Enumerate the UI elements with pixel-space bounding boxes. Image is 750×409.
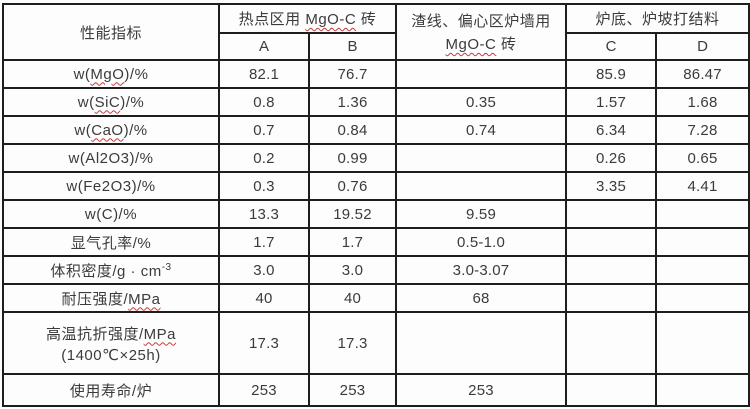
cell-value: 1.57 (565, 87, 657, 117)
row-label: w(Al2O3)/% (2, 143, 220, 173)
cell-value (654, 311, 750, 375)
cell-value (395, 59, 567, 89)
row-label: 体积密度/g · cm-3 (2, 255, 220, 285)
performance-table: 性能指标 热点区用 MgO-C 砖 渣线、偏心区炉墙用 MgO-C 砖 炉底、炉… (2, 3, 750, 407)
table-row: w(SiC)/% 0.8 1.36 0.35 1.57 1.68 (2, 87, 750, 117)
header-col-a: A (218, 32, 310, 61)
cell-value: 40 (308, 283, 397, 313)
cell-value: 0.65 (654, 143, 750, 173)
cell-value: 17.3 (308, 311, 397, 375)
cell-value: 253 (218, 373, 310, 407)
cell-value (395, 143, 567, 173)
table-row: 耐压强度/MPa 40 40 68 (2, 283, 750, 313)
cell-value: 0.26 (565, 143, 657, 173)
spellcheck-squiggle: MPa (128, 290, 161, 308)
header-col-b: B (308, 32, 397, 61)
header-col-d: D (654, 32, 750, 61)
table-row: 高温抗折强度/MPa (1400℃×25h) 17.3 17.3 (2, 311, 750, 375)
cell-value: 13.3 (218, 199, 310, 229)
cell-value: 253 (395, 373, 567, 407)
header-col-c: C (565, 32, 657, 61)
cell-value: 1.7 (218, 227, 310, 257)
spellcheck-squiggle: MgO-C (305, 11, 357, 28)
cell-value: 40 (218, 283, 310, 313)
cell-value: 3.0-3.07 (395, 255, 567, 285)
cell-value: 0.74 (395, 115, 567, 145)
spellcheck-squiggle: SiC (94, 93, 121, 111)
cell-value (654, 255, 750, 285)
cell-value: 76.7 (308, 59, 397, 89)
spellcheck-squiggle: MgO (90, 65, 125, 83)
cell-value (565, 283, 657, 313)
cell-value: 0.76 (308, 171, 397, 201)
header-slagline-brick: 渣线、偏心区炉墙用 MgO-C 砖 (395, 3, 567, 61)
cell-value: 3.35 (565, 171, 657, 201)
header-performance-index: 性能指标 (2, 3, 220, 61)
cell-value (654, 283, 750, 313)
row-label: w(MgO)/% (2, 59, 220, 89)
cell-value (565, 311, 657, 375)
cell-value: 85.9 (565, 59, 657, 89)
cell-value: 0.7 (218, 115, 310, 145)
table-row: 显气孔率/% 1.7 1.7 0.5-1.0 (2, 227, 750, 257)
cell-value: 17.3 (218, 311, 310, 375)
row-label: 高温抗折强度/MPa (1400℃×25h) (2, 311, 220, 375)
cell-value (654, 373, 750, 407)
cell-value: 253 (308, 373, 397, 407)
table-row: 使用寿命/炉 253 253 253 (2, 373, 750, 407)
row-label-line2: (1400℃×25h) (61, 346, 161, 364)
cell-value: 82.1 (218, 59, 310, 89)
row-label: 耐压强度/MPa (2, 283, 220, 313)
row-label: w(Fe2O3)/% (2, 171, 220, 201)
spellcheck-squiggle: MPa (143, 325, 176, 343)
table-row: w(Fe2O3)/% 0.3 0.76 3.35 4.41 (2, 171, 750, 201)
row-label: 使用寿命/炉 (2, 373, 220, 407)
cell-value: 6.34 (565, 115, 657, 145)
table-row: w(Al2O3)/% 0.2 0.99 0.26 0.65 (2, 143, 750, 173)
cell-value (565, 373, 657, 407)
cell-value (395, 311, 567, 375)
header-bottom-ramming: 炉底、炉坡打结料 (564, 3, 750, 34)
row-label: 显气孔率/% (2, 227, 220, 257)
superscript: -3 (161, 261, 172, 273)
table-row: w(CaO)/% 0.7 0.84 0.74 6.34 7.28 (2, 115, 750, 145)
spellcheck-squiggle: CaO (91, 121, 124, 139)
cell-value: 86.47 (654, 59, 750, 89)
table-row: w(MgO)/% 82.1 76.7 85.9 86.47 (2, 59, 750, 89)
cell-value: 4.41 (654, 171, 750, 201)
cell-value: 0.99 (308, 143, 397, 173)
cell-value (654, 227, 750, 257)
cell-value: 68 (395, 283, 567, 313)
row-label: w(C)/% (2, 199, 220, 229)
table-row: w(C)/% 13.3 19.52 9.59 (2, 199, 750, 229)
cell-value: 3.0 (218, 255, 310, 285)
cell-value: 0.8 (218, 87, 310, 117)
cell-value: 1.7 (308, 227, 397, 257)
header-row-subcolumns: A B C D (3, 32, 750, 61)
cell-value: 3.0 (308, 255, 397, 285)
cell-value: 1.68 (654, 87, 750, 117)
cell-value: 19.52 (308, 199, 397, 229)
cell-value: 0.84 (308, 115, 397, 145)
table-row: 体积密度/g · cm-3 3.0 3.0 3.0-3.07 (2, 255, 750, 285)
cell-value (395, 171, 567, 201)
row-label: w(SiC)/% (2, 87, 220, 117)
cell-value: 0.35 (395, 87, 567, 117)
header-hotspot-brick: 热点区用 MgO-C 砖 (218, 3, 397, 34)
cell-value (565, 255, 657, 285)
cell-value (565, 227, 657, 257)
cell-value: 7.28 (654, 115, 750, 145)
cell-value: 0.3 (218, 171, 310, 201)
cell-value: 9.59 (395, 199, 567, 229)
cell-value: 0.5-1.0 (395, 227, 567, 257)
header-row-groups: 性能指标 热点区用 MgO-C 砖 渣线、偏心区炉墙用 MgO-C 砖 炉底、炉… (2, 3, 750, 61)
row-label: w(CaO)/% (2, 115, 220, 145)
cell-value: 0.2 (218, 143, 310, 173)
cell-value (565, 199, 657, 229)
cell-value (654, 199, 750, 229)
cell-value: 1.36 (308, 87, 397, 117)
spellcheck-squiggle: MgO-C (445, 36, 497, 53)
